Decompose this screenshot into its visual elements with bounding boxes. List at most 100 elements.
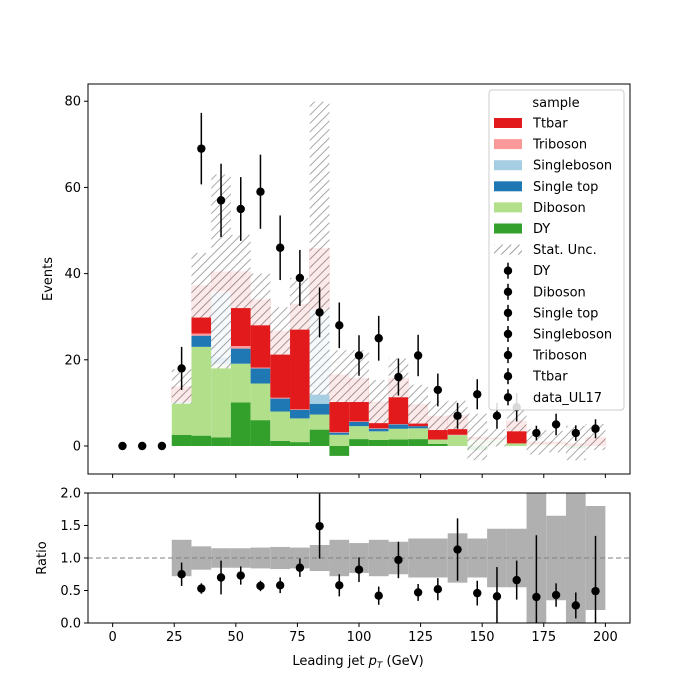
legend-swatch bbox=[494, 160, 522, 171]
x-tick-label: 0 bbox=[108, 630, 116, 645]
ratio-point bbox=[354, 557, 364, 583]
bar-diboson bbox=[230, 363, 251, 403]
data-point bbox=[374, 315, 383, 361]
data-point bbox=[394, 358, 403, 396]
x-tick-label: 50 bbox=[228, 630, 245, 645]
legend-swatch bbox=[494, 223, 522, 234]
stat-unc-box bbox=[427, 401, 448, 431]
legend-entry: Single top bbox=[494, 180, 598, 195]
bar-dy bbox=[408, 439, 428, 446]
legend-label: Triboson bbox=[532, 349, 587, 364]
ratio-point bbox=[591, 535, 600, 623]
legend-frame bbox=[488, 89, 625, 411]
bar-dy bbox=[191, 435, 212, 446]
ratio-point bbox=[197, 583, 206, 594]
data-point bbox=[591, 419, 600, 439]
stat-unc-box bbox=[230, 234, 251, 309]
data-point bbox=[453, 402, 462, 429]
y-tick-label: 80 bbox=[64, 95, 81, 110]
y-tick-label: 0.5 bbox=[60, 584, 81, 599]
ratio-band-bin bbox=[427, 538, 448, 578]
bar-single-top bbox=[191, 335, 212, 347]
bar-dy bbox=[388, 439, 409, 446]
legend-swatch bbox=[494, 118, 522, 128]
stat-unc-box bbox=[329, 350, 350, 403]
bar-single-top bbox=[309, 403, 330, 415]
ratio-point bbox=[256, 580, 265, 592]
y-tick-label: 0 bbox=[73, 439, 81, 454]
legend-label: Diboson bbox=[533, 201, 586, 216]
ratio-band-bin bbox=[565, 493, 586, 623]
y-tick-label: 60 bbox=[64, 181, 81, 196]
stat-unc-box bbox=[309, 101, 330, 395]
ratio-band-bin bbox=[467, 538, 488, 578]
stat-unc-box bbox=[368, 380, 389, 424]
stat-unc-box bbox=[349, 350, 369, 403]
legend-label: Ttbar bbox=[532, 117, 568, 132]
y-tick-label: 1.0 bbox=[60, 552, 81, 567]
legend-entry: DY bbox=[494, 222, 550, 237]
data-point bbox=[157, 441, 167, 451]
main-x-ticks bbox=[112, 474, 606, 478]
legend-label: Diboson bbox=[533, 285, 586, 300]
legend-entry: data_UL17 bbox=[503, 389, 602, 406]
legend-marker bbox=[503, 350, 513, 360]
main-y-ticks: 0 20 40 60 80 bbox=[64, 95, 88, 454]
stat-unc-box bbox=[250, 273, 271, 326]
bar-triboson bbox=[270, 397, 291, 399]
y-tick-label: 40 bbox=[64, 267, 81, 282]
legend-swatch bbox=[494, 244, 522, 255]
ratio-band-bin bbox=[171, 539, 192, 577]
legend-marker bbox=[503, 308, 513, 318]
data-point bbox=[216, 163, 226, 237]
bar-single-top bbox=[349, 421, 369, 427]
ratio-point bbox=[492, 567, 502, 623]
data-point bbox=[551, 413, 561, 436]
ratio-band-bin bbox=[211, 548, 231, 568]
main-y-axis-label: Events bbox=[41, 257, 56, 301]
stat-unc-box bbox=[487, 429, 507, 447]
bar-dy bbox=[309, 429, 330, 446]
data-point bbox=[197, 112, 206, 185]
legend-label: Triboson bbox=[532, 138, 587, 153]
bar-diboson bbox=[408, 428, 428, 440]
bar-dy bbox=[368, 439, 389, 446]
bar-diboson bbox=[171, 402, 192, 435]
x-tick-label: 150 bbox=[470, 630, 495, 645]
legend-swatch bbox=[494, 202, 522, 213]
stat-unc-box bbox=[408, 384, 428, 424]
y-tick-label: 2.0 bbox=[60, 487, 81, 502]
ratio-point bbox=[315, 493, 324, 559]
data-points bbox=[118, 112, 600, 451]
bar-diboson bbox=[388, 428, 409, 440]
bar-dy bbox=[349, 439, 369, 446]
data-point bbox=[532, 425, 541, 441]
legend-marker bbox=[503, 266, 513, 275]
data-point bbox=[177, 346, 186, 390]
ratio-point bbox=[413, 584, 423, 601]
legend-label: Singleboson bbox=[533, 328, 612, 343]
ratio-panel: 0.0 0.5 1.0 1.5 2.0 0 25 50 75 100 125 150 175 200 R… bbox=[35, 487, 631, 671]
stat-unc-box bbox=[526, 428, 547, 455]
legend-swatch bbox=[494, 181, 522, 192]
ratio-point bbox=[551, 583, 561, 607]
x-tick-label: 175 bbox=[531, 630, 556, 645]
stat-unc-box bbox=[270, 307, 291, 355]
ratio-point bbox=[295, 558, 305, 577]
ratio-point bbox=[335, 574, 344, 597]
ratio-point bbox=[236, 566, 245, 585]
ratio-points bbox=[177, 493, 600, 623]
stat-unc-box bbox=[191, 252, 212, 318]
legend-label: DY bbox=[533, 222, 550, 237]
bar-triboson bbox=[191, 333, 212, 336]
legend-marker bbox=[503, 372, 513, 381]
ratio-point bbox=[374, 586, 383, 605]
x-tick-label: 100 bbox=[347, 630, 372, 645]
legend-label: Singleboson bbox=[533, 159, 612, 174]
legend-entry: Stat. Unc. bbox=[494, 243, 597, 258]
ratio-point bbox=[532, 535, 541, 623]
bar-dy bbox=[427, 443, 448, 446]
y-tick-label: 0.0 bbox=[60, 617, 81, 632]
ratio-x-ticks: 0 25 50 75 100 125 150 175 200 bbox=[108, 623, 618, 645]
